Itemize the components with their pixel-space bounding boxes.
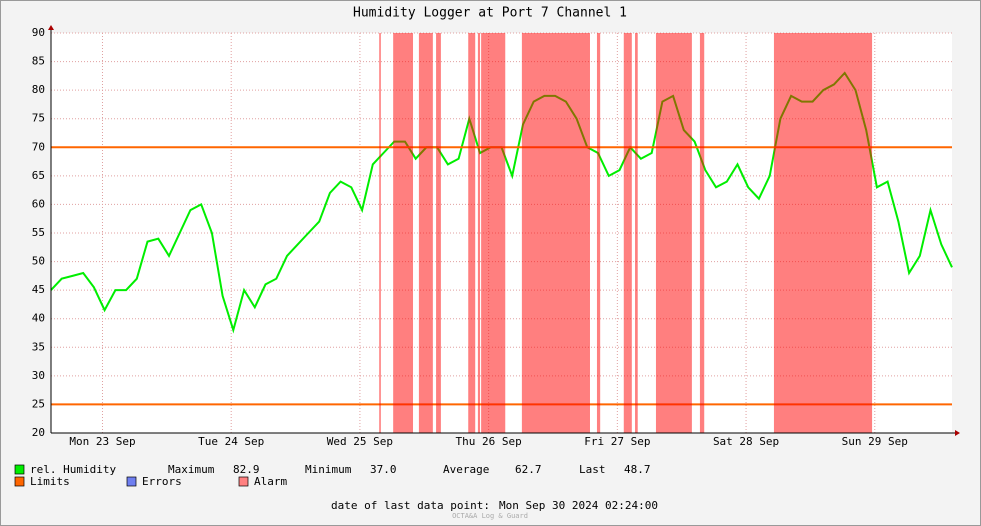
stat-value: 48.7 xyxy=(624,463,651,476)
legend-swatch xyxy=(238,476,249,487)
stat-value: 37.0 xyxy=(370,463,397,476)
y-tick-label: 55 xyxy=(32,226,45,239)
legend-swatch xyxy=(14,464,25,475)
stat-label: Maximum xyxy=(168,463,215,476)
x-tick-label: Tue 24 Sep xyxy=(198,435,264,448)
alarm-band xyxy=(655,33,692,433)
legend-swatch xyxy=(14,476,25,487)
alarm-band xyxy=(596,33,601,433)
y-tick-label: 50 xyxy=(32,255,45,268)
alarm-band xyxy=(379,33,381,433)
watermark: OCTA&A Log & Guard xyxy=(452,512,528,520)
y-tick-label: 85 xyxy=(32,55,45,68)
x-tick-label: Mon 23 Sep xyxy=(69,435,135,448)
y-tick-label: 75 xyxy=(32,112,45,125)
y-tick-label: 45 xyxy=(32,283,45,296)
y-tick-label: 35 xyxy=(32,340,45,353)
chart-title: Humidity Logger at Port 7 Channel 1 xyxy=(353,6,627,21)
y-tick-label: 90 xyxy=(32,26,45,39)
y-tick-label: 65 xyxy=(32,169,45,182)
alarm-band xyxy=(481,33,506,433)
y-tick-label: 70 xyxy=(32,140,45,153)
stat-label: Last xyxy=(579,463,606,476)
y-tick-label: 40 xyxy=(32,312,45,325)
alarm-band xyxy=(468,33,476,433)
x-tick-label: Sat 28 Sep xyxy=(713,435,779,448)
x-tick-label: Wed 25 Sep xyxy=(327,435,393,448)
y-tick-label: 80 xyxy=(32,83,45,96)
stat-label: Average xyxy=(443,463,489,476)
alarm-band xyxy=(623,33,632,433)
x-tick-label: Fri 27 Sep xyxy=(584,435,650,448)
legend-label: rel. Humidity xyxy=(30,463,116,476)
y-tick-label: 25 xyxy=(32,397,45,410)
alarm-band xyxy=(393,33,414,433)
alarm-band xyxy=(635,33,638,433)
y-axis-arrow xyxy=(48,25,54,30)
alarm-band xyxy=(436,33,441,433)
alarm-band xyxy=(477,33,481,433)
stat-label: Minimum xyxy=(305,463,352,476)
footer-date: Mon Sep 30 2024 02:24:00 xyxy=(499,499,658,512)
x-tick-label: Thu 26 Sep xyxy=(456,435,522,448)
y-tick-label: 60 xyxy=(32,197,45,210)
footer-label: date of last data point: xyxy=(331,499,490,512)
x-axis-arrow xyxy=(955,430,960,436)
legend-swatch xyxy=(126,476,137,487)
alarm-band xyxy=(699,33,705,433)
stat-value: 82.9 xyxy=(233,463,260,476)
alarm-band xyxy=(773,33,873,433)
legend-label: Alarm xyxy=(254,475,287,488)
legend-label: Errors xyxy=(142,475,182,488)
y-tick-label: 20 xyxy=(32,426,45,439)
alarm-band xyxy=(418,33,433,433)
legend-label: Limits xyxy=(30,475,70,488)
stat-value: 62.7 xyxy=(515,463,542,476)
y-tick-label: 30 xyxy=(32,369,45,382)
alarm-band xyxy=(521,33,590,433)
x-tick-label: Sun 29 Sep xyxy=(842,435,908,448)
